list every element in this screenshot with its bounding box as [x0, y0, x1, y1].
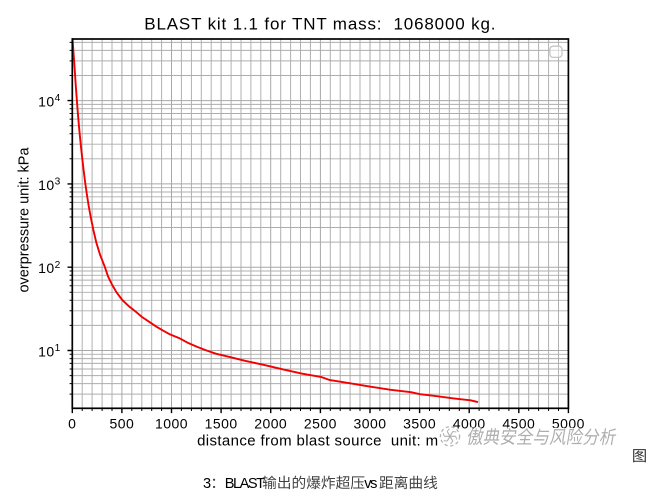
svg-text:2000: 2000 [254, 416, 287, 432]
svg-text:overpressure unit: kPa: overpressure unit: kPa [17, 147, 33, 293]
svg-text:distance from blast source un: distance from blast source unit: m [197, 433, 438, 450]
svg-text:0: 0 [68, 416, 76, 432]
svg-text:2500: 2500 [304, 416, 337, 432]
svg-text:BLAST: BLAST [225, 476, 265, 492]
svg-text:4000: 4000 [453, 416, 486, 432]
svg-text:5000: 5000 [552, 416, 585, 432]
svg-text:3000: 3000 [354, 416, 387, 432]
svg-text:3500: 3500 [403, 416, 436, 432]
svg-text:BLAST kit 1.1 for TNT mass: 1: BLAST kit 1.1 for TNT mass: 1068000 kg. [144, 14, 496, 33]
svg-text:1000: 1000 [155, 416, 188, 432]
svg-text:4500: 4500 [502, 416, 535, 432]
svg-text:1500: 1500 [205, 416, 238, 432]
svg-text:3: 3 [203, 476, 211, 492]
svg-text:vs: vs [364, 476, 377, 492]
svg-text:500: 500 [110, 416, 135, 432]
